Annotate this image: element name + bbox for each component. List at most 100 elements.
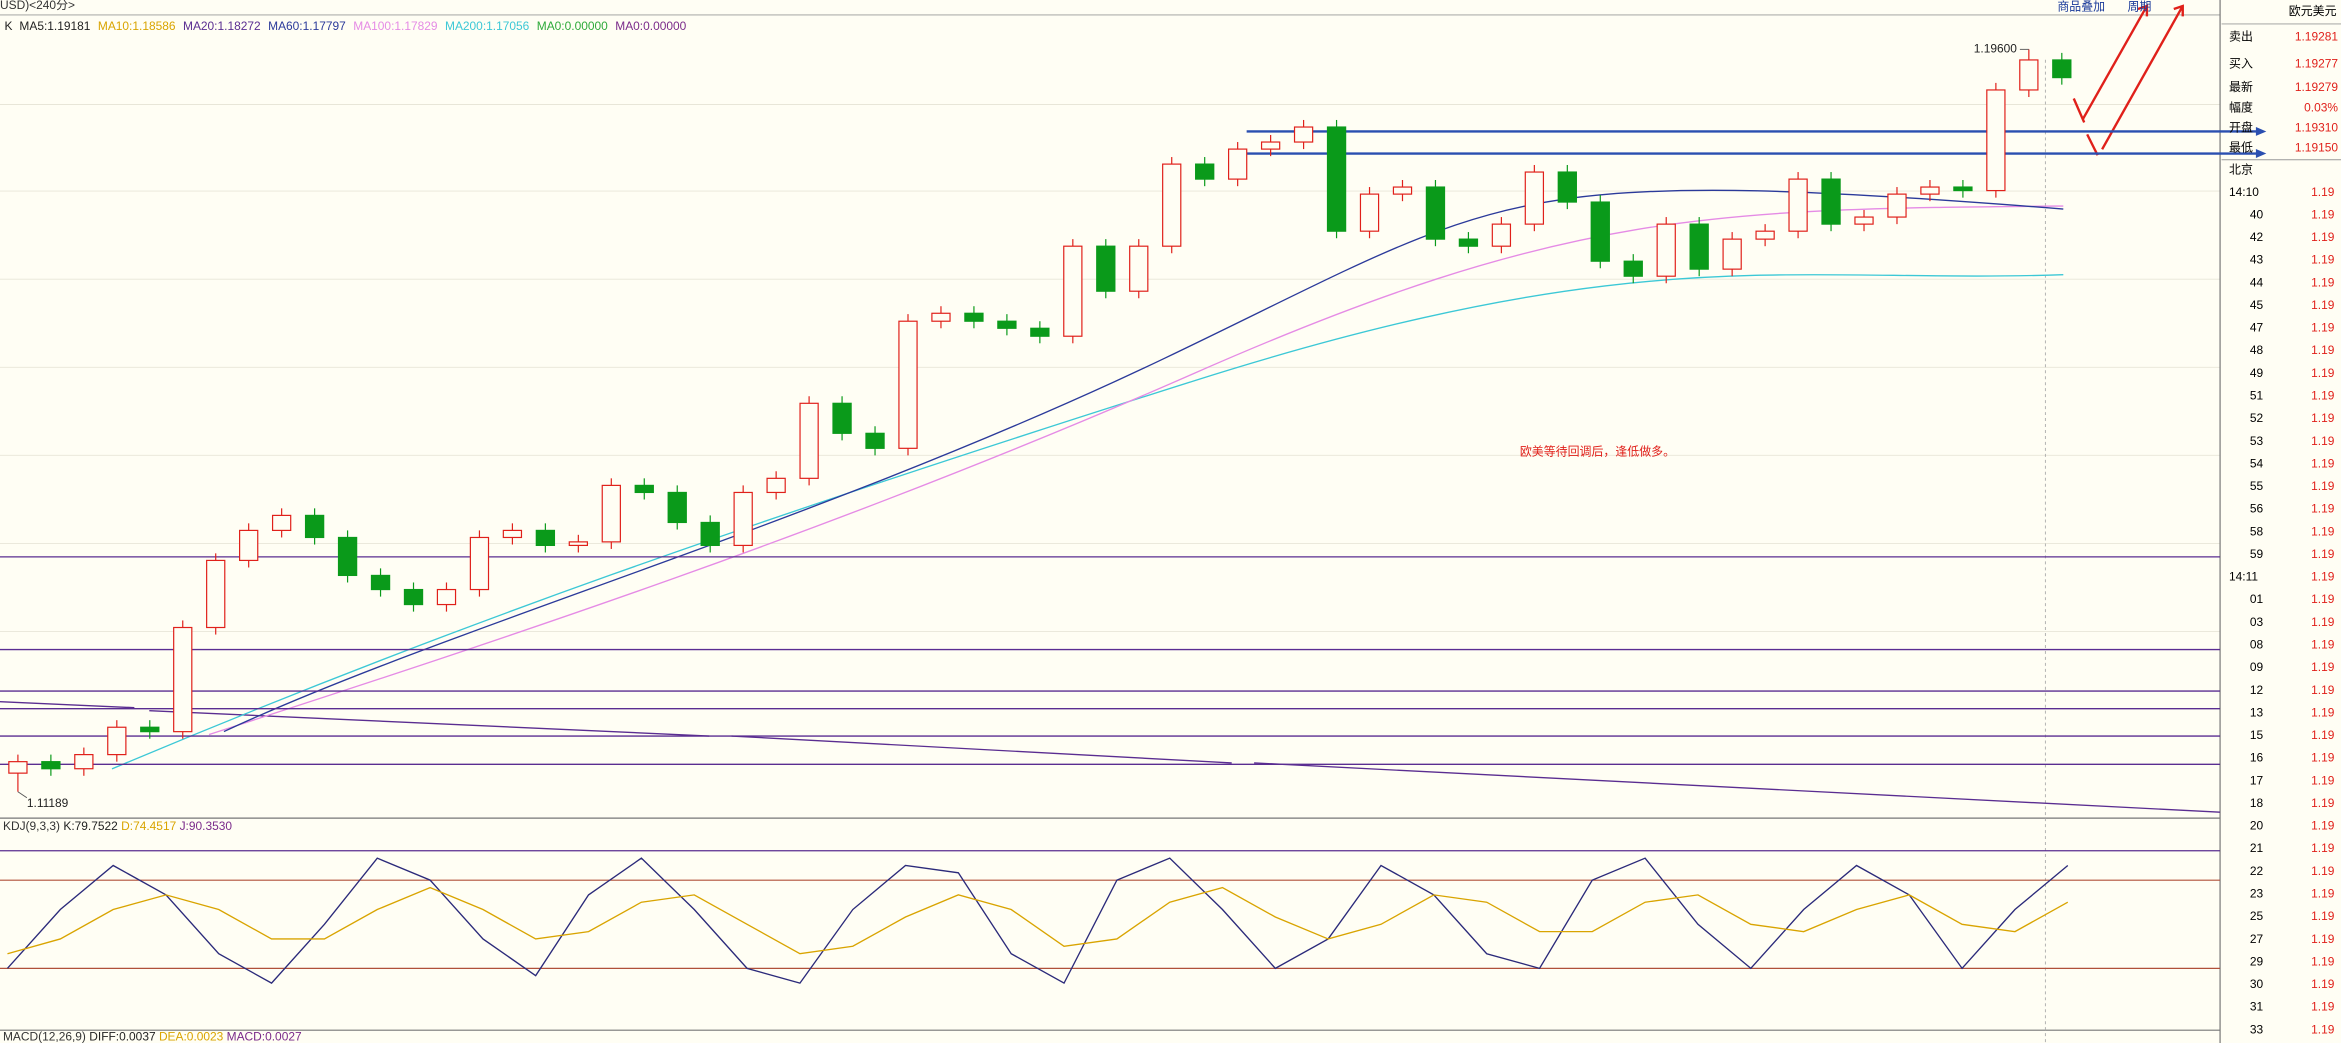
tick-time: 14:11 (2229, 570, 2258, 584)
tick-price: 1.19 (2311, 909, 2335, 923)
candle-body (2052, 59, 2072, 79)
macd-dea: DEA:0.0023 (159, 1030, 224, 1043)
candle-body (1491, 223, 1512, 247)
resistance-arrowhead (2255, 126, 2267, 136)
tick-price: 1.19 (2311, 298, 2335, 312)
tick-time: 15 (2250, 728, 2264, 742)
tick-time: 49 (2250, 366, 2264, 380)
tick-time: 23 (2250, 886, 2264, 900)
candle-body (271, 514, 292, 532)
tick-price: 1.19 (2311, 230, 2335, 244)
tick-time: 45 (2250, 298, 2264, 312)
ma-label: MA20:1.18272 (183, 19, 261, 33)
candle-body (502, 529, 523, 539)
candle-body (1326, 126, 1347, 232)
quote-value: 1.19150 (2295, 141, 2339, 155)
quote-label: 最低 (2229, 141, 2253, 155)
panel-right (2221, 0, 2341, 1043)
candle-body (1953, 186, 1973, 192)
kdj-d: D:74.4517 (121, 819, 176, 833)
tick-price: 1.19 (2311, 343, 2335, 357)
candle-body (1920, 186, 1940, 195)
candle-body (1063, 245, 1083, 337)
candle-body (1986, 89, 2006, 192)
tick-price: 1.19 (2311, 683, 2335, 697)
candle-body (601, 484, 621, 543)
macd-label: MACD(12,26,9) (3, 1030, 86, 1043)
tick-time: 40 (2250, 207, 2264, 221)
tick-time: 59 (2250, 547, 2264, 561)
price-label: 1.11189 (27, 796, 69, 810)
tick-time: 09 (2250, 660, 2264, 674)
tick-price: 1.19 (2311, 524, 2335, 538)
tick-time: 43 (2250, 253, 2264, 267)
candle-body (1557, 171, 1577, 203)
tick-time: 52 (2250, 411, 2264, 425)
tick-price: 1.19 (2311, 479, 2335, 493)
candle-body (370, 574, 391, 591)
tick-price: 1.19 (2311, 388, 2335, 402)
tick-price: 1.19 (2311, 1022, 2335, 1036)
tick-price: 1.19 (2311, 615, 2335, 629)
tick-price: 1.19 (2311, 954, 2335, 968)
tick-price: 1.19 (2311, 660, 2335, 674)
kdj-k: K:79.7522 (63, 819, 118, 833)
resistance-arrowhead (2255, 149, 2267, 158)
candle-body (206, 559, 226, 629)
candle-body (107, 726, 127, 756)
quote-label: 买入 (2229, 56, 2253, 70)
candle-body (173, 626, 193, 733)
tick-price: 1.19 (2311, 886, 2335, 900)
toolbar-button[interactable]: 商品叠加 (2057, 0, 2105, 14)
candle-body (931, 312, 951, 322)
tick-price: 1.19 (2311, 185, 2335, 199)
kdj-label: KDJ(9,3,3) (3, 819, 60, 833)
annotation: 欧美等待回调后，逢低做多。 (1520, 444, 1675, 459)
tick-time: 48 (2250, 343, 2264, 357)
quote-label: 最新 (2229, 79, 2253, 94)
candle-body (1293, 126, 1314, 143)
candle-body (1030, 327, 1050, 337)
candle-body (1722, 238, 1742, 270)
tick-time: 58 (2250, 524, 2264, 538)
candle-body (304, 514, 325, 539)
candle-body (865, 432, 885, 449)
candle-body (1458, 238, 1479, 247)
tick-time: 53 (2250, 434, 2264, 448)
candle-body (1656, 223, 1676, 277)
tick-time: 54 (2250, 456, 2264, 470)
tick-price: 1.19 (2311, 819, 2335, 833)
candle-body (41, 761, 61, 770)
tick-time: 18 (2250, 796, 2264, 810)
quote-value: 1.19281 (2295, 29, 2339, 43)
tick-price: 1.19 (2311, 434, 2335, 448)
candle-body (74, 754, 94, 770)
ma-label: MA10:1.18586 (98, 19, 176, 33)
toolbar-button[interactable]: 周期 (2128, 0, 2152, 14)
kdj-header: KDJ(9,3,3) K:79.7522 D:74.4517 J:90.3530 (3, 819, 232, 833)
candle-body (568, 541, 589, 547)
candle-body (766, 477, 786, 494)
tick-time: 14:10 (2229, 185, 2259, 199)
tick-price: 1.19 (2311, 570, 2335, 584)
tick-time: 01 (2250, 592, 2264, 606)
candle-body (1096, 245, 1116, 292)
macd-value: MACD:0.0027 (227, 1030, 302, 1043)
arrows (2072, 4, 2184, 156)
candle-body (733, 491, 753, 547)
candle-body (1821, 178, 1841, 225)
candle-body (1854, 216, 1874, 225)
tick-price: 1.19 (2311, 592, 2335, 606)
tick-price: 1.19 (2311, 366, 2335, 380)
ma-label: MA5:1.19181 (19, 19, 90, 33)
tick-price: 1.19 (2311, 773, 2335, 787)
tick-price: 1.19 (2311, 705, 2335, 719)
candle-body (700, 521, 720, 547)
quote-label: 幅度 (2229, 99, 2253, 114)
tick-time: 16 (2250, 751, 2264, 765)
tick-time: 51 (2250, 388, 2264, 402)
tick-time: 42 (2250, 230, 2264, 244)
tick-price: 1.19 (2311, 864, 2335, 878)
candle-body (832, 402, 852, 434)
